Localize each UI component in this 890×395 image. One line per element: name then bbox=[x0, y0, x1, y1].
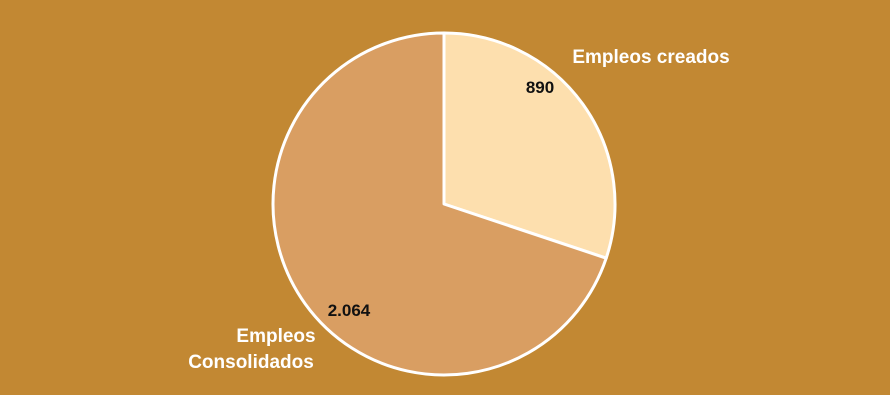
pie-slices bbox=[271, 31, 617, 377]
value-label-empleos-creados: 890 bbox=[526, 78, 554, 97]
pie-slice-empleos-consolidados bbox=[271, 31, 608, 377]
category-label-empleos-consolidados-line1: Empleos bbox=[236, 326, 315, 347]
value-label-empleos-consolidados: 2.064 bbox=[328, 301, 371, 320]
category-label-empleos-creados: Empleos creados bbox=[572, 47, 729, 68]
pie-slice-empleos-creados bbox=[442, 31, 617, 260]
pie-labels: 890 Empleos creados 2.064 Empleos Consol… bbox=[188, 47, 729, 373]
category-label-empleos-consolidados-line2: Consolidados bbox=[188, 352, 314, 373]
